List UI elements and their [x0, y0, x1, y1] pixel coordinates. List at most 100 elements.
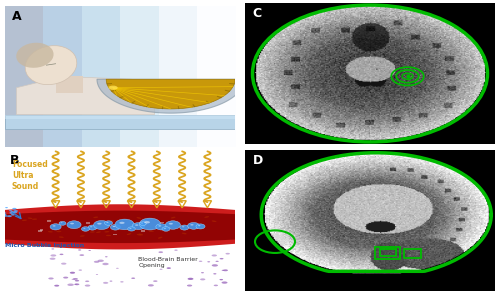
- Ellipse shape: [80, 254, 84, 256]
- Polygon shape: [106, 79, 235, 109]
- Ellipse shape: [216, 261, 219, 262]
- Ellipse shape: [110, 280, 112, 282]
- Bar: [40, 229, 43, 231]
- Ellipse shape: [82, 227, 90, 231]
- Ellipse shape: [3, 214, 6, 215]
- Ellipse shape: [50, 258, 56, 260]
- Ellipse shape: [140, 218, 160, 230]
- Ellipse shape: [116, 268, 119, 269]
- Ellipse shape: [12, 212, 14, 213]
- Ellipse shape: [74, 284, 78, 285]
- Ellipse shape: [2, 212, 6, 214]
- Ellipse shape: [90, 226, 92, 227]
- Ellipse shape: [16, 43, 54, 68]
- Ellipse shape: [48, 231, 53, 233]
- Ellipse shape: [171, 217, 175, 218]
- Ellipse shape: [220, 279, 223, 280]
- Ellipse shape: [7, 215, 12, 217]
- Ellipse shape: [5, 207, 8, 208]
- Ellipse shape: [70, 223, 74, 224]
- Ellipse shape: [136, 234, 141, 235]
- Bar: [141, 230, 144, 231]
- Ellipse shape: [94, 217, 98, 218]
- Ellipse shape: [106, 222, 108, 223]
- Ellipse shape: [59, 221, 66, 225]
- Ellipse shape: [97, 223, 102, 225]
- Bar: [380, 249, 396, 256]
- Ellipse shape: [158, 251, 163, 253]
- Text: C: C: [252, 7, 262, 20]
- Ellipse shape: [25, 46, 77, 85]
- Polygon shape: [16, 76, 154, 115]
- Ellipse shape: [115, 219, 134, 230]
- Ellipse shape: [4, 215, 8, 217]
- Ellipse shape: [120, 222, 124, 224]
- Ellipse shape: [190, 224, 194, 225]
- Ellipse shape: [60, 254, 64, 255]
- Ellipse shape: [136, 217, 141, 219]
- Bar: [113, 234, 116, 235]
- Polygon shape: [5, 204, 235, 249]
- Ellipse shape: [128, 227, 136, 231]
- Ellipse shape: [166, 221, 180, 229]
- Ellipse shape: [84, 228, 86, 229]
- Ellipse shape: [120, 224, 125, 226]
- Ellipse shape: [88, 250, 91, 251]
- Ellipse shape: [106, 235, 111, 236]
- Bar: [160, 222, 164, 223]
- Ellipse shape: [94, 261, 100, 263]
- Ellipse shape: [14, 210, 18, 212]
- Ellipse shape: [201, 272, 204, 273]
- Text: Focused
Ultra
Sound: Focused Ultra Sound: [12, 160, 48, 191]
- Ellipse shape: [11, 214, 15, 216]
- Ellipse shape: [73, 278, 78, 280]
- Ellipse shape: [212, 220, 216, 222]
- Ellipse shape: [70, 272, 75, 274]
- Ellipse shape: [165, 259, 168, 260]
- Ellipse shape: [56, 231, 62, 232]
- Ellipse shape: [12, 208, 16, 210]
- Ellipse shape: [109, 220, 114, 222]
- Ellipse shape: [22, 220, 27, 221]
- Ellipse shape: [54, 285, 59, 287]
- Ellipse shape: [10, 211, 14, 212]
- Ellipse shape: [105, 256, 108, 257]
- Ellipse shape: [212, 264, 218, 267]
- Ellipse shape: [52, 248, 54, 250]
- Ellipse shape: [94, 220, 110, 230]
- Ellipse shape: [75, 280, 79, 282]
- Ellipse shape: [78, 270, 82, 271]
- Ellipse shape: [158, 225, 162, 227]
- Ellipse shape: [98, 260, 104, 262]
- Ellipse shape: [166, 267, 171, 269]
- Ellipse shape: [96, 231, 101, 233]
- Ellipse shape: [68, 283, 74, 286]
- Ellipse shape: [200, 278, 205, 280]
- Ellipse shape: [158, 237, 162, 239]
- Ellipse shape: [78, 249, 81, 250]
- Ellipse shape: [135, 224, 138, 226]
- Ellipse shape: [204, 216, 209, 218]
- Ellipse shape: [50, 254, 56, 257]
- Ellipse shape: [131, 278, 135, 279]
- Ellipse shape: [112, 226, 116, 227]
- Bar: [5, 115, 235, 129]
- Ellipse shape: [149, 230, 154, 232]
- Ellipse shape: [110, 224, 120, 230]
- Bar: [48, 220, 51, 222]
- Ellipse shape: [226, 253, 230, 255]
- Ellipse shape: [32, 218, 37, 220]
- Ellipse shape: [108, 86, 118, 90]
- Ellipse shape: [223, 269, 228, 271]
- Bar: [38, 230, 42, 232]
- Ellipse shape: [12, 211, 17, 213]
- Ellipse shape: [96, 274, 98, 275]
- Polygon shape: [5, 211, 235, 243]
- Ellipse shape: [132, 223, 144, 230]
- Ellipse shape: [222, 281, 228, 284]
- Bar: [86, 223, 90, 224]
- Ellipse shape: [148, 284, 154, 286]
- Ellipse shape: [74, 283, 80, 285]
- Ellipse shape: [213, 273, 216, 274]
- Polygon shape: [97, 79, 244, 113]
